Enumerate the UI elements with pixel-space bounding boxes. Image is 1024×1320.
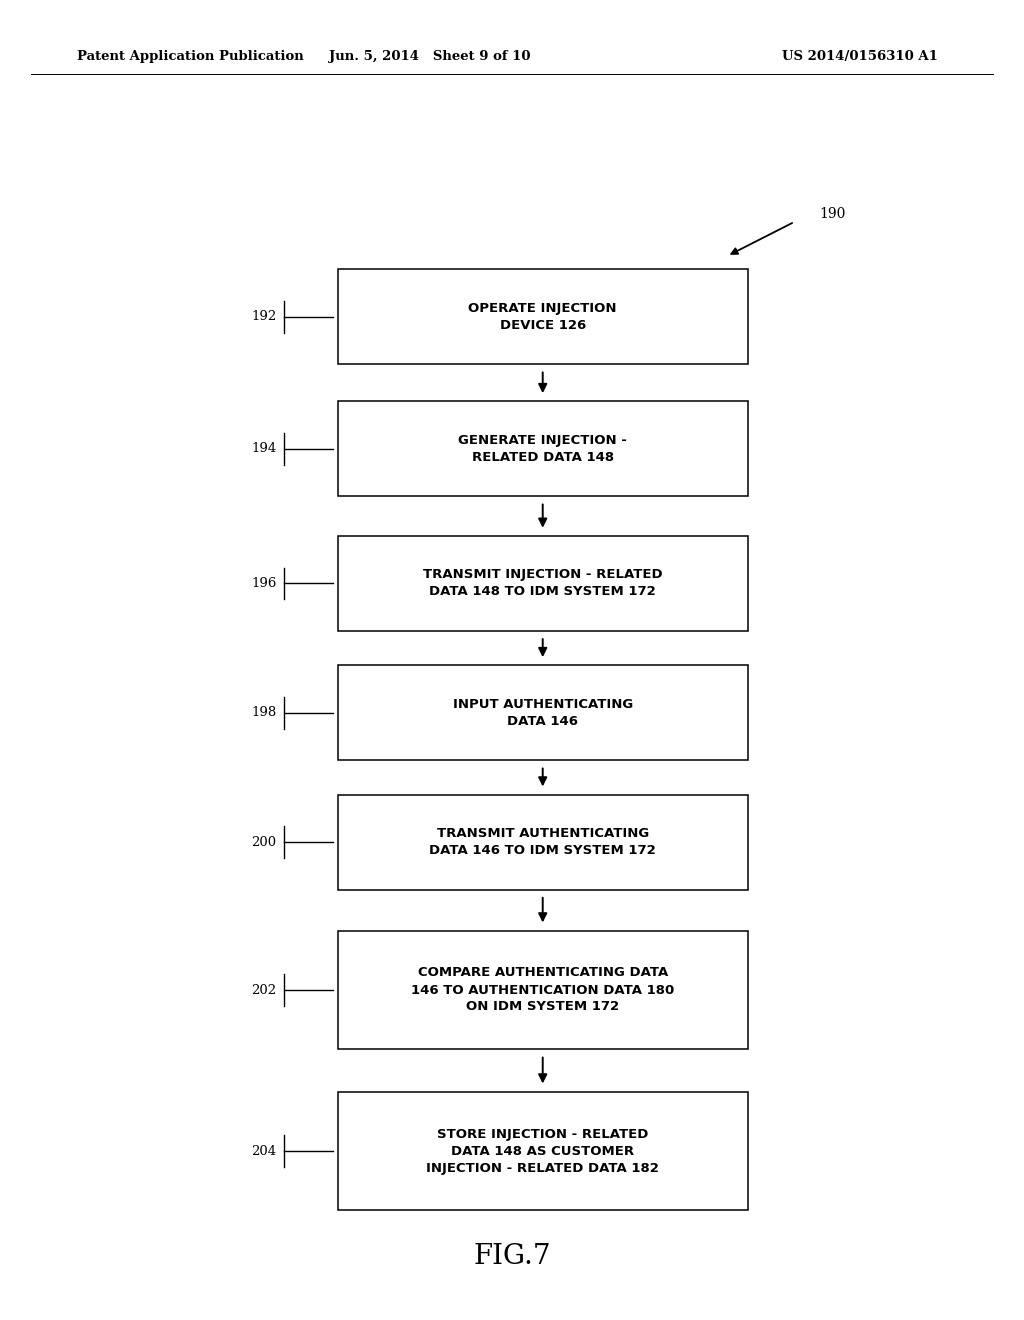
FancyBboxPatch shape (338, 795, 748, 890)
Text: 200: 200 (251, 836, 276, 849)
Text: STORE INJECTION - RELATED
DATA 148 AS CUSTOMER
INJECTION - RELATED DATA 182: STORE INJECTION - RELATED DATA 148 AS CU… (426, 1127, 659, 1175)
Text: FIG.7: FIG.7 (473, 1243, 551, 1270)
FancyBboxPatch shape (338, 931, 748, 1049)
Text: TRANSMIT INJECTION - RELATED
DATA 148 TO IDM SYSTEM 172: TRANSMIT INJECTION - RELATED DATA 148 TO… (423, 569, 663, 598)
Text: 196: 196 (251, 577, 276, 590)
Text: 204: 204 (251, 1144, 276, 1158)
Text: 198: 198 (251, 706, 276, 719)
Text: US 2014/0156310 A1: US 2014/0156310 A1 (782, 50, 938, 63)
Text: 192: 192 (251, 310, 276, 323)
Text: INPUT AUTHENTICATING
DATA 146: INPUT AUTHENTICATING DATA 146 (453, 698, 633, 727)
Text: 202: 202 (251, 983, 276, 997)
Text: 194: 194 (251, 442, 276, 455)
FancyBboxPatch shape (338, 536, 748, 631)
Text: TRANSMIT AUTHENTICATING
DATA 146 TO IDM SYSTEM 172: TRANSMIT AUTHENTICATING DATA 146 TO IDM … (429, 828, 656, 857)
Text: GENERATE INJECTION -
RELATED DATA 148: GENERATE INJECTION - RELATED DATA 148 (459, 434, 627, 463)
Text: OPERATE INJECTION
DEVICE 126: OPERATE INJECTION DEVICE 126 (468, 302, 617, 331)
FancyBboxPatch shape (338, 1092, 748, 1210)
Text: COMPARE AUTHENTICATING DATA
146 TO AUTHENTICATION DATA 180
ON IDM SYSTEM 172: COMPARE AUTHENTICATING DATA 146 TO AUTHE… (411, 966, 675, 1014)
Text: Patent Application Publication: Patent Application Publication (77, 50, 303, 63)
FancyBboxPatch shape (338, 269, 748, 364)
Text: 190: 190 (819, 207, 846, 220)
FancyBboxPatch shape (338, 401, 748, 496)
FancyBboxPatch shape (338, 665, 748, 760)
Text: Jun. 5, 2014   Sheet 9 of 10: Jun. 5, 2014 Sheet 9 of 10 (330, 50, 530, 63)
